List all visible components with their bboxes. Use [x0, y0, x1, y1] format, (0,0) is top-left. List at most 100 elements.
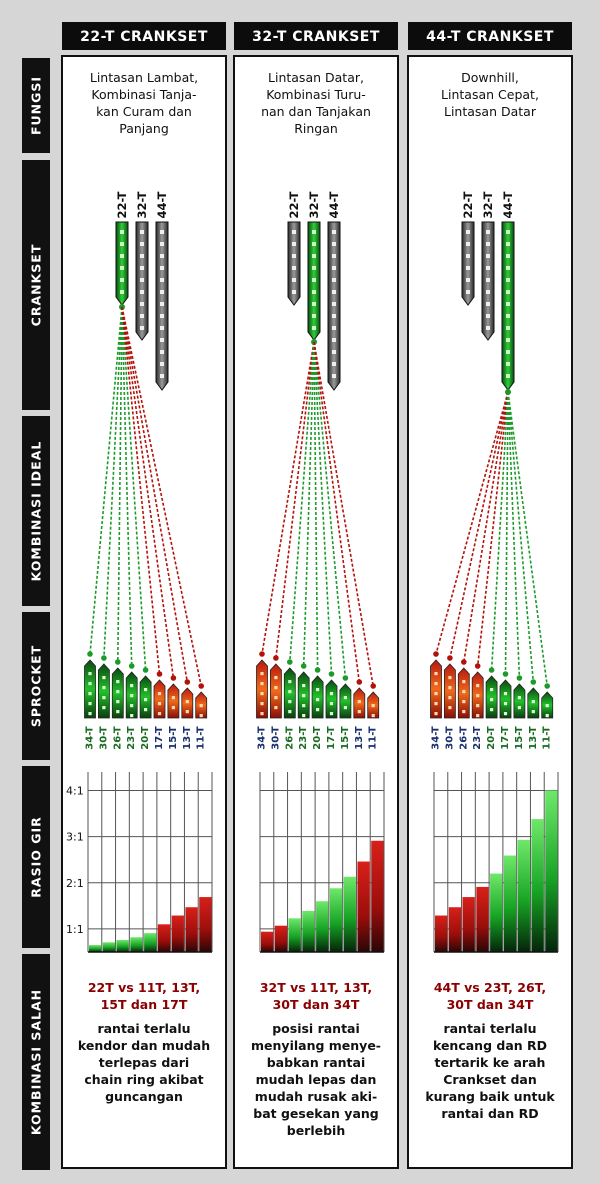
sprocket-label: 11-T [196, 726, 207, 750]
sprocket-pin [128, 663, 135, 669]
chain-link-dot [160, 290, 164, 294]
sprocket-dot [157, 692, 162, 696]
sprocket-dot [434, 702, 438, 706]
sprocket-dot [102, 696, 106, 700]
chain-link-dot [140, 302, 144, 306]
column-header [62, 22, 226, 50]
chain-link-dot [332, 314, 336, 318]
chart-bar-17-T [503, 855, 517, 952]
sprocket-label: 30-T [444, 726, 455, 750]
wrong-combination-description: tertarik ke arah [435, 1055, 546, 1070]
sprocket-dot [462, 700, 466, 704]
sprocket-label: 15-T [514, 726, 525, 750]
sprocket-dot [490, 708, 494, 712]
sprocket-20-T [485, 675, 498, 719]
sprocket-dot [88, 702, 92, 706]
chain-link-dot [160, 314, 164, 318]
sprocket-label: 13-T [182, 726, 193, 750]
sprocket-pin [370, 683, 377, 689]
sprocket-dot [102, 676, 106, 680]
sprocket-dot [102, 686, 106, 690]
chain-link-dot [312, 278, 316, 282]
chain-link-dot [140, 230, 144, 234]
side-label-column: FUNGSI CRANKSET KOMBINASI IDEAL SPROCKET RAS… [22, 58, 50, 1170]
chart-bar-34-T [89, 945, 102, 952]
chain-link-dot [486, 302, 490, 306]
chain-link-dot [312, 302, 316, 306]
side-label-text: KOMBINASI SALAH [29, 989, 44, 1135]
chain-link-dot [160, 338, 164, 342]
sprocket-label: 34-T [85, 726, 96, 750]
chain-link-dot [486, 230, 490, 234]
chart-tick-label-hidden: 2:1 [238, 877, 256, 890]
sprocket-dot [130, 704, 134, 708]
sprocket-dot [288, 680, 292, 684]
sprocket-dot [171, 706, 175, 710]
sprocket-dot [476, 714, 480, 718]
chart-bar-15-T [517, 839, 530, 952]
sprocket-dot [144, 708, 148, 712]
chain-link-dot [506, 326, 510, 330]
side-label-text: KOMBINASI IDEAL [29, 441, 44, 582]
chain-link-dot [332, 338, 336, 342]
sprocket-label: 34-T [431, 726, 442, 750]
sprocket-label: 30-T [98, 726, 109, 750]
column-header-title: 44-T CRANKSET [426, 29, 554, 45]
chain-link-dot [292, 278, 296, 282]
chart-bar-11-T [545, 790, 558, 952]
chain-link-dot [160, 350, 164, 354]
wrong-combination-description: chain ring akibat [84, 1072, 203, 1087]
chain-link-dot [120, 266, 124, 270]
chain-link-dot [332, 350, 336, 354]
sprocket-dot [199, 704, 203, 708]
wrong-combination-description: kencang dan RD [433, 1038, 547, 1053]
sprocket-pin [184, 679, 191, 685]
sprocket-17-T [325, 679, 338, 719]
sprocket-dot [274, 696, 278, 700]
crank-label: 44-T [155, 191, 169, 218]
wrong-combination-description: guncangan [105, 1089, 183, 1104]
chain-link-dot [506, 242, 510, 246]
sprocket-dot [316, 688, 320, 692]
sprocket-dot [157, 702, 162, 706]
ideal-combination-line [504, 391, 509, 675]
side-label-bar [22, 58, 50, 153]
sprocket-dot [329, 712, 334, 716]
sprocket-dot [302, 684, 306, 688]
chart-bar-23-T [302, 910, 315, 952]
sprocket-dot [448, 676, 452, 680]
sprocket-pin [170, 675, 177, 681]
sprocket-label: 23-T [298, 726, 309, 750]
sprocket-dot [274, 706, 278, 710]
sprocket-dot [288, 690, 292, 694]
crank-label: 32-T [307, 191, 321, 218]
sprocket-label: 26-T [112, 726, 123, 750]
chart-tick-label-hidden: 1:1 [412, 923, 430, 936]
side-label-bar [22, 160, 50, 410]
sprocket-dot [476, 704, 480, 708]
sprocket-dot [517, 696, 521, 700]
chart-bar-23-T [476, 886, 489, 952]
chain-link-dot [486, 254, 490, 258]
sprocket-dot [448, 706, 452, 710]
sprocket-dot [199, 714, 203, 718]
chain-link-dot [486, 326, 490, 330]
sprocket-label: 15-T [168, 726, 179, 750]
sprocket-dot [531, 700, 535, 704]
fungsi-line: kan Curam dan [96, 104, 192, 119]
ideal-combination-line [103, 306, 123, 659]
chain-link-dot [160, 230, 164, 234]
ideal-combination-line [313, 341, 333, 675]
sprocket-pin [287, 659, 293, 665]
side-label-text: FUNGSI [29, 76, 44, 135]
chain-link-dot [466, 278, 470, 282]
ideal-combination-line [313, 341, 347, 679]
ideal-combination-line [490, 391, 509, 671]
fungsi-line: Lintasan Cepat, [441, 87, 539, 102]
wrong-combination-description: Crankset dan [443, 1072, 537, 1087]
chain-link-dot [120, 254, 124, 258]
wrong-combination-description: rantai terlalu [97, 1021, 190, 1036]
side-label-bar [22, 766, 50, 948]
sprocket-15-T [339, 683, 352, 719]
chart-bar-26-T [116, 940, 129, 952]
